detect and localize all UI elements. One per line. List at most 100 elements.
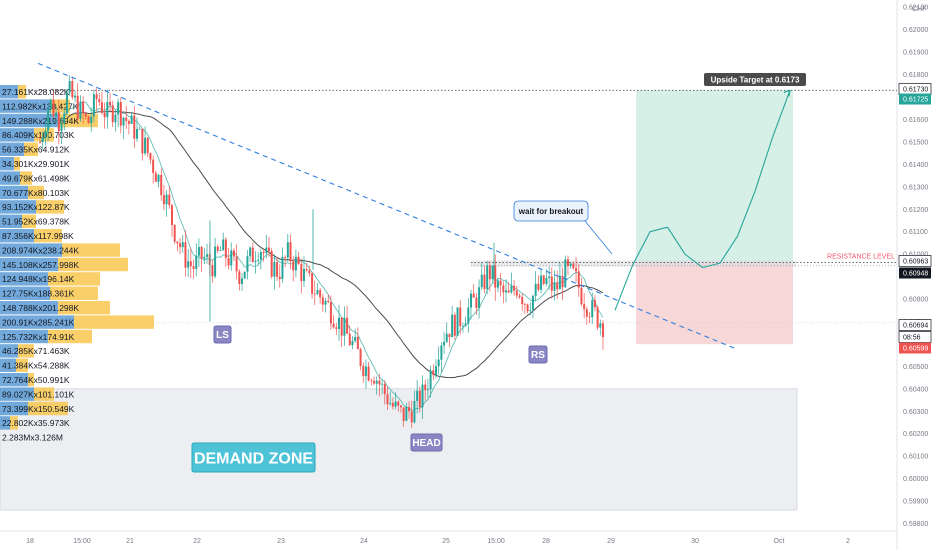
volume-profile-bar-sell (34, 387, 54, 401)
volume-profile-label: 148.788Kx201.298K (2, 303, 79, 313)
ls-label-text: LS (216, 330, 229, 341)
candle-body (453, 314, 456, 336)
candle-body (451, 314, 454, 338)
candle-body (534, 283, 537, 296)
candle-body (100, 102, 103, 113)
candle-body (114, 114, 117, 123)
candle-body (496, 280, 499, 288)
candle-body (144, 137, 147, 154)
candle-body (478, 287, 481, 309)
candle-body (84, 113, 87, 117)
volume-profile-bar-sell (24, 142, 38, 156)
volume-profile-label: 22.802Kx35.973K (2, 418, 70, 428)
volume-profile-bar-buy (0, 329, 48, 344)
candle-body (521, 296, 524, 305)
time-axis[interactable]: 18 15:00 21 22 23 24 25 15:00 28 29 30 Oct 2 (26, 538, 850, 545)
candle-body (518, 295, 521, 297)
candle-body (515, 290, 518, 296)
price-tick-label: 0.59900 (903, 499, 928, 506)
candle-body (111, 105, 114, 123)
candle-body (219, 250, 222, 252)
candle-body (367, 366, 370, 381)
volume-profile-bar-sell (18, 344, 34, 358)
candle-body (187, 261, 190, 268)
candle-body (464, 323, 467, 326)
candle-body (74, 95, 77, 98)
volume-profile-bar-buy (0, 272, 48, 286)
volume-profile-label: 86.409Kx100.703K (2, 130, 75, 140)
candle-body (98, 99, 101, 103)
price-tick-label: 0.60800 (903, 297, 928, 304)
volume-profile-bar-buy (0, 301, 58, 315)
volume-profile-bar-buy (0, 142, 24, 156)
price-tick-label: 0.61100 (903, 229, 928, 236)
candle-body (138, 128, 141, 130)
candle-body (429, 370, 432, 390)
candle-body (548, 276, 551, 279)
volume-profile-bar-buy (0, 416, 10, 430)
candle-body (343, 317, 346, 336)
candle-body (399, 405, 402, 408)
candle-body (241, 278, 244, 285)
candle-body (564, 259, 567, 288)
time-tick-label: 22 (193, 538, 201, 545)
price-label-text: 0.60948 (903, 271, 928, 278)
rs-label: RS (528, 345, 548, 364)
price-label-box (898, 319, 932, 331)
candle-body (486, 265, 489, 290)
time-tick-label: 28 (542, 538, 550, 545)
candle-body (254, 260, 257, 263)
time-tick-label: 24 (360, 538, 368, 545)
candle-body (319, 290, 322, 298)
volume-profile-label: 93.152Kx122.87K (2, 202, 70, 212)
volume-profile-bar-sell (50, 286, 98, 300)
price-tick-label: 0.60500 (903, 364, 928, 371)
candle-body (443, 341, 446, 346)
candle-body (599, 323, 602, 328)
volume-profile-bar-buy (0, 157, 14, 171)
volume-profile: 27.161Kx28.082K 112.982Kx138.427K 149.288K… (0, 85, 154, 443)
candle-body (214, 246, 217, 277)
candle-body (375, 380, 378, 384)
candle-body (152, 159, 155, 173)
candle-body (173, 224, 176, 242)
volume-profile-bar-buy (0, 171, 20, 185)
time-tick-label: 18 (26, 538, 34, 545)
volume-profile-bar-buy (0, 358, 16, 372)
candle-body (313, 293, 316, 295)
candle-body (566, 259, 569, 266)
time-tick-label: 15:00 (73, 538, 91, 545)
candle-body (52, 99, 55, 117)
candle-body (262, 252, 265, 254)
demand-zone-label: DEMAND ZONE (191, 442, 316, 473)
candle-body (305, 268, 308, 271)
ls-label: LS (213, 325, 232, 344)
head-label: HEAD (410, 433, 443, 452)
candle-body (286, 242, 289, 258)
price-label-text: 0.60599 (903, 346, 928, 353)
candle-body (542, 275, 545, 284)
candle-body (122, 117, 125, 126)
volume-profile-bar-buy (0, 214, 22, 228)
candle-body (505, 290, 508, 293)
candle-body (448, 333, 451, 338)
volume-profile-bar-buy (0, 401, 28, 416)
volume-profile-label: 41.384Kx54.288K (2, 361, 70, 371)
candle-body (470, 293, 473, 308)
candle-body (556, 282, 559, 290)
price-axis[interactable]: 0.62100 0.62000 0.61900 0.61800 0.61600 0.615… (903, 5, 928, 528)
candle-body (531, 295, 534, 311)
price-tick-label: 0.60400 (903, 386, 928, 393)
candle-body (165, 194, 168, 205)
candle-body (267, 247, 270, 252)
volume-profile-bar-buy (0, 344, 18, 358)
candle-body (230, 250, 233, 266)
rs-label-text: RS (531, 350, 545, 361)
candle-body (488, 265, 491, 280)
candle-body (459, 307, 462, 327)
candle-body (197, 247, 200, 256)
candle-body (39, 141, 41, 143)
candle-body (181, 242, 184, 248)
candle-body (472, 293, 475, 298)
